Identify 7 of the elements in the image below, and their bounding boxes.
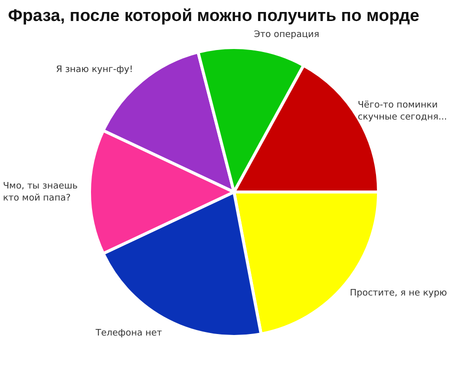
slice-label: Чёго-то поминки скучные сегодня... [358, 100, 448, 123]
slice-label: Чмо, ты знаешь кто мой папа? [3, 181, 78, 204]
slice-label: Телефона нет [94, 328, 162, 339]
slice-label: Простите, я не курю [350, 288, 448, 298]
slice-label: Это операция [254, 30, 320, 40]
slice-label: Я знаю кунг-фу! [56, 65, 133, 76]
chart-title: Фраза, после которой можно получить по морде [8, 6, 420, 26]
